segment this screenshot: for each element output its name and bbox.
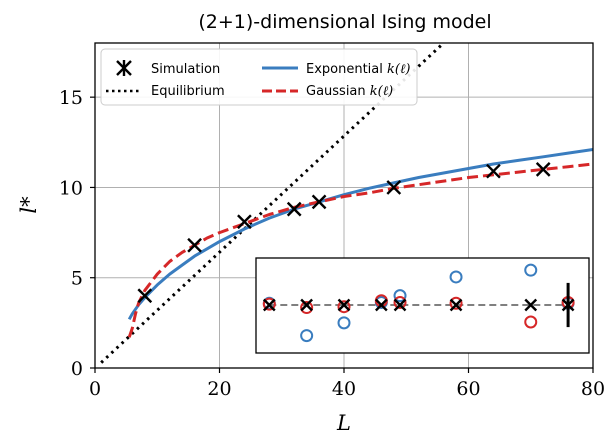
x-tick-label: 40	[332, 378, 356, 400]
y-axis-label: l*	[17, 196, 41, 214]
inset-gaussian-point	[262, 297, 276, 311]
inset-cross	[524, 298, 538, 312]
chart-title: (2+1)-dimensional Ising model	[198, 11, 491, 33]
legend-label-gaussian: Gaussian k(ℓ)	[306, 84, 393, 99]
legend-label-simulation: Simulation	[151, 62, 220, 77]
inset-cross	[337, 298, 351, 312]
inset-exponential-point	[393, 289, 407, 303]
inset-cross	[393, 298, 407, 312]
plot-area	[100, 43, 593, 364]
x-tick-label: 80	[581, 378, 605, 400]
y-tick-label: 10	[59, 177, 83, 199]
x-tick-label: 0	[89, 378, 101, 400]
inset-gaussian-point	[300, 301, 314, 315]
inset-exponential-point	[300, 329, 314, 343]
simulation-point	[535, 162, 551, 177]
legend-label-exponential: Exponential k(ℓ)	[306, 62, 410, 77]
inset-gaussian-point	[449, 296, 463, 310]
simulation-point	[187, 237, 202, 253]
axis-ticks: 0 20 40 60 80 0 5 10 15	[59, 87, 605, 400]
legend-marker-simulation	[116, 60, 132, 76]
series-line-equilibrium	[100, 43, 445, 364]
simulation-point	[137, 288, 153, 304]
inset-cross	[262, 298, 276, 312]
inset-gaussian-point	[524, 315, 538, 329]
x-tick-label: 20	[207, 378, 231, 400]
inset-exponential-point	[337, 316, 351, 330]
inset-cross	[449, 298, 463, 312]
simulation-point	[311, 194, 327, 210]
inset-gaussian-point	[337, 300, 351, 314]
inset-exponential-point	[449, 270, 463, 284]
y-tick-label: 0	[71, 358, 83, 380]
inset	[255, 257, 590, 354]
inset-cross	[300, 298, 313, 312]
x-tick-label: 60	[456, 378, 480, 400]
legend-box	[100, 48, 418, 106]
simulation-point	[286, 201, 302, 217]
inset-cross	[375, 298, 388, 312]
x-axis-label: L	[336, 411, 351, 435]
inset-marks	[262, 263, 575, 343]
inset-exponential-point	[524, 263, 538, 277]
legend: Simulation Equilibrium Exponential k(ℓ) …	[100, 48, 418, 106]
y-tick-label: 15	[59, 87, 83, 109]
inset-cross	[561, 298, 575, 312]
simulation-point	[237, 214, 252, 230]
simulation-point	[386, 180, 402, 195]
y-tick-label: 5	[71, 268, 83, 290]
inset-gaussian-point	[393, 295, 407, 309]
simulation-point	[486, 163, 501, 179]
legend-label-equilibrium: Equilibrium	[151, 84, 225, 99]
